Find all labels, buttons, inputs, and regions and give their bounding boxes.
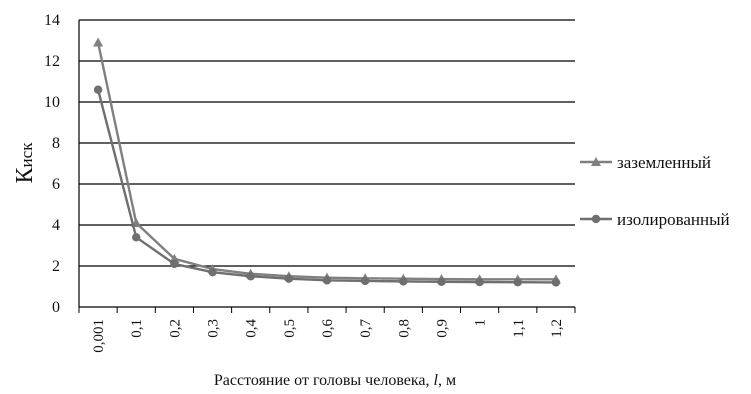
x-tick-label: 0,8 [396, 319, 412, 338]
x-axis-label-before: Расстояние от головы человека, [214, 372, 434, 389]
series-1 [93, 37, 561, 284]
data-point [437, 277, 446, 286]
y-axis-label: Киск [12, 142, 38, 184]
x-axis-label-after: , м [438, 372, 456, 389]
x-tick-labels: 0,001 0,1 0,2 0,3 0,4 0,5 0,6 0,7 0,8 0,9 1 1,1 1,2 [91, 319, 565, 353]
data-point [246, 272, 255, 281]
data-point [132, 233, 141, 242]
data-point [399, 277, 408, 286]
x-tick-label: 0,2 [167, 319, 183, 338]
x-tick-label: 0,5 [282, 319, 298, 338]
x-tick-label: 0,1 [129, 319, 145, 338]
y-tick-label: 10 [44, 94, 60, 111]
y-tick-label: 2 [52, 258, 60, 275]
y-tick-labels: 0 2 4 6 8 10 12 14 [44, 12, 60, 316]
y-tick-label: 12 [44, 53, 60, 70]
data-point [170, 259, 179, 269]
x-tick-label: 0,6 [320, 319, 336, 338]
series-2 [93, 85, 561, 287]
x-axis-label-var: l [434, 372, 439, 389]
data-point [360, 276, 370, 286]
data-point [284, 274, 294, 283]
data-point [513, 277, 522, 287]
data-point [169, 253, 180, 263]
axes [78, 20, 576, 313]
y-tick-label: 14 [44, 12, 60, 29]
series-line [96, 89, 556, 284]
x-tick-label: 0,3 [206, 319, 222, 338]
x-axis-label: Расстояние от головы человека, l, м [214, 372, 456, 389]
data-point [93, 37, 104, 47]
series-line [96, 42, 556, 281]
y-tick-label: 6 [52, 176, 60, 193]
legend-label: изолированный [617, 210, 730, 229]
data-point [551, 278, 561, 287]
legend-label: заземленный [617, 153, 711, 172]
x-tick-label: 0,4 [244, 319, 260, 338]
x-tick-label: 0,001 [91, 319, 107, 353]
legend-marker [591, 214, 601, 224]
y-axis-label-sub: иск [17, 142, 36, 168]
data-point [93, 85, 103, 94]
y-axis-label-main: К [12, 166, 38, 183]
legend-marker [591, 157, 601, 166]
gridlines [79, 19, 575, 308]
x-tick-label: 0,9 [434, 319, 450, 338]
x-tick-label: 0,7 [358, 319, 374, 338]
x-tick-label: 1,1 [511, 319, 527, 338]
data-point [208, 267, 217, 277]
legend: заземленный изолированный [580, 153, 730, 229]
series [93, 37, 561, 287]
x-tick-label: 1 [473, 319, 489, 327]
y-tick-label: 8 [52, 135, 60, 152]
data-point [475, 277, 484, 287]
x-tick-label: 1,2 [549, 319, 565, 338]
y-tick-label: 0 [52, 299, 60, 316]
y-tick-label: 4 [52, 217, 60, 234]
legend-entry: изолированный [580, 210, 730, 229]
data-point [322, 276, 332, 285]
legend-entry: заземленный [580, 153, 711, 172]
